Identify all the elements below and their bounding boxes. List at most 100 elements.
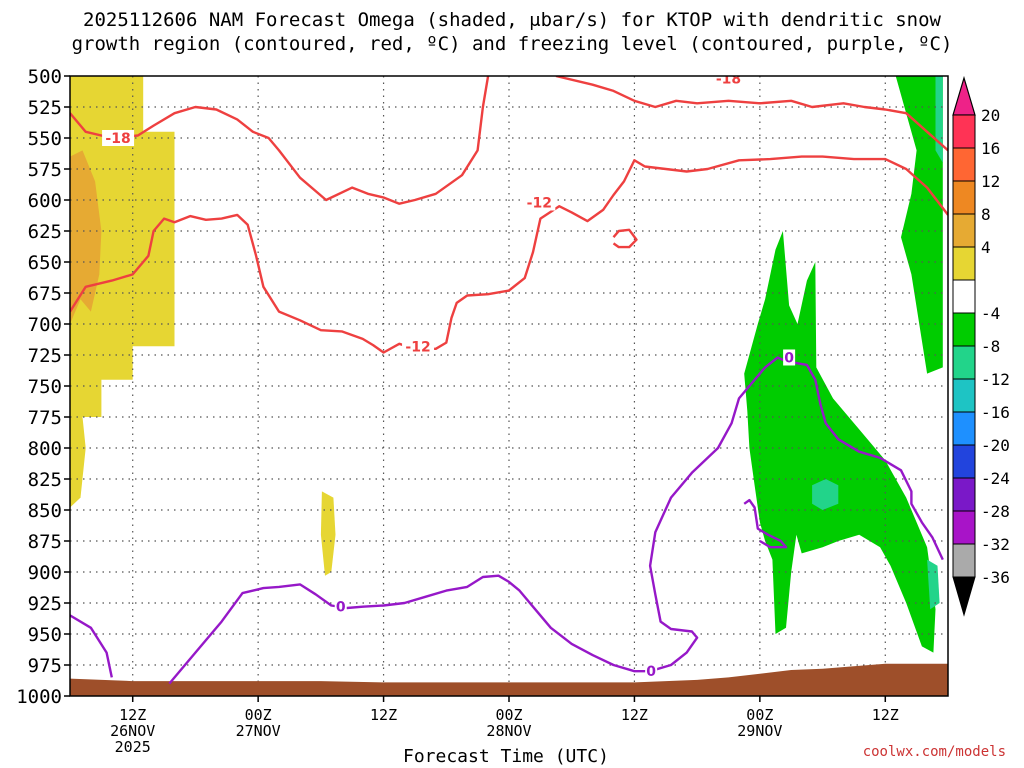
- colorbar-band-1: [952, 147, 976, 182]
- colorbar-tick-label: -28: [981, 502, 1010, 521]
- colorbar-band-12: [952, 510, 976, 545]
- omega-region-0: [70, 76, 175, 417]
- x-tick-label: 28NOV: [486, 722, 531, 740]
- colorbar-tick-label: -4: [981, 304, 1000, 323]
- y-tick-label: 950: [28, 624, 62, 646]
- freezing-label-bg: [783, 349, 796, 366]
- colorbar-band-11: [952, 477, 976, 512]
- dgz-label-bg: [102, 130, 135, 146]
- x-tick-label: 00Z: [245, 706, 272, 724]
- y-tick-label: 700: [28, 314, 62, 336]
- colorbar-tick-label: 12: [981, 172, 1000, 191]
- dgz-contour-2: [70, 155, 948, 354]
- omega-region-1: [320, 491, 336, 576]
- colorbar-band-0: [952, 114, 976, 149]
- colorbar: 20 16 12 8 4 -4 -8 -12 -16 -20 -24 -28 -32 -36: [952, 75, 1010, 617]
- freezing-contour-1: [168, 356, 944, 685]
- y-tick-label: 875: [28, 531, 62, 553]
- omega-region-3: [70, 417, 86, 508]
- y-tick-label: 1000: [16, 686, 62, 708]
- colorbar-band-7: [952, 345, 976, 380]
- omega-region-2: [70, 150, 102, 324]
- freezing-contour-label: 0: [646, 664, 656, 680]
- colorbar-tick-label: -8: [981, 337, 1000, 356]
- x-tick-label: 12Z: [621, 706, 648, 724]
- plot-area: -18 -18 -12 -12 0 0 0: [70, 71, 948, 696]
- y-tick-label: 625: [28, 221, 62, 243]
- axes: 500 525 550 575 600 625 650 675 700 725 750 775 800 8…: [16, 66, 949, 756]
- y-tick-label: 900: [28, 562, 62, 584]
- site-credit: coolwx.com/models: [862, 744, 1006, 760]
- x-tick-label: 12Z: [370, 706, 397, 724]
- title-line-1: 2025112606 NAM Forecast Omega (shaded, μ…: [83, 9, 941, 31]
- x-axis-label: Forecast Time (UTC): [403, 746, 609, 767]
- y-tick-label: 925: [28, 593, 62, 615]
- dgz-contour-3: [612, 228, 638, 249]
- omega-region-7: [812, 479, 839, 510]
- y-tick-label: 500: [28, 66, 62, 88]
- dgz-contour-label: -18: [105, 131, 130, 147]
- freezing-label-bg: [645, 663, 658, 680]
- y-tick-label: 575: [28, 159, 62, 181]
- colorbar-bottom-arrow: [952, 576, 976, 617]
- y-tick-label: 825: [28, 469, 62, 491]
- colorbar-band-10: [952, 444, 976, 479]
- x-tick-label: 27NOV: [236, 722, 281, 740]
- omega-region-4: [744, 231, 936, 653]
- x-tick-label: 00Z: [746, 706, 773, 724]
- colorbar-band-9: [952, 411, 976, 446]
- dgz-contour-0: [70, 76, 490, 205]
- plot-content: -18 -18 -12 -12 0 0 0: [70, 71, 948, 696]
- dgz-contour-1: [555, 76, 948, 152]
- colorbar-tick-label: 8: [981, 205, 991, 224]
- colorbar-band-5: [952, 279, 976, 314]
- y-tick-label: 675: [28, 283, 62, 305]
- x-tick-label: 2025: [115, 738, 151, 756]
- colorbar-tick-label: -20: [981, 436, 1010, 455]
- dgz-label-bg: [402, 338, 435, 355]
- colorbar-band-6: [952, 312, 976, 347]
- colorbar-band-8: [952, 378, 976, 413]
- colorbar-tick-label: 16: [981, 139, 1000, 158]
- freezing-contour-label: 0: [336, 600, 346, 616]
- terrain: [70, 663, 948, 696]
- freezing-contour-0: [70, 614, 113, 678]
- colorbar-top-arrow: [952, 75, 976, 116]
- colorbar-tick-label: -36: [981, 568, 1010, 587]
- y-tick-label: 800: [28, 438, 62, 460]
- colorbar-tick-label: -32: [981, 535, 1010, 554]
- x-tick-label: 26NOV: [110, 722, 155, 740]
- chart-title: 2025112606 NAM Forecast Omega (shaded, μ…: [0, 8, 1024, 56]
- omega-region-8: [927, 559, 940, 610]
- y-tick-label: 650: [28, 252, 62, 274]
- y-tick-label: 750: [28, 376, 62, 398]
- colorbar-tick-label: 4: [981, 238, 991, 257]
- colorbar-tick-label: 20: [981, 106, 1000, 125]
- dgz-label-bg: [523, 194, 556, 211]
- freezing-contour-2: [743, 498, 788, 549]
- colorbar-tick-label: -24: [981, 469, 1010, 488]
- colorbar-band-4: [952, 246, 976, 281]
- y-tick-label: 550: [28, 128, 62, 150]
- dgz-contour-label: -12: [527, 195, 552, 211]
- colorbar-band-3: [952, 213, 976, 248]
- colorbar-tick-label: -12: [981, 370, 1010, 389]
- omega-region-5: [895, 76, 943, 374]
- y-tick-label: 600: [28, 190, 62, 212]
- dgz-contour-label: -12: [405, 339, 430, 355]
- x-tick-label: 29NOV: [737, 722, 782, 740]
- colorbar-tick-label: -16: [981, 403, 1010, 422]
- x-tick-label: 12Z: [119, 706, 146, 724]
- x-tick-label: 00Z: [495, 706, 522, 724]
- y-tick-label: 725: [28, 345, 62, 367]
- y-tick-label: 525: [28, 97, 62, 119]
- omega-region-6: [935, 76, 943, 163]
- colorbar-band-2: [952, 180, 976, 215]
- title-line-2: growth region (contoured, red, ºC) and f…: [71, 33, 953, 55]
- freezing-contour-label: 0: [784, 350, 794, 366]
- y-tick-label: 975: [28, 655, 62, 677]
- dgz-contour-label: -18: [716, 71, 741, 87]
- y-tick-label: 850: [28, 500, 62, 522]
- colorbar-band-13: [952, 543, 976, 578]
